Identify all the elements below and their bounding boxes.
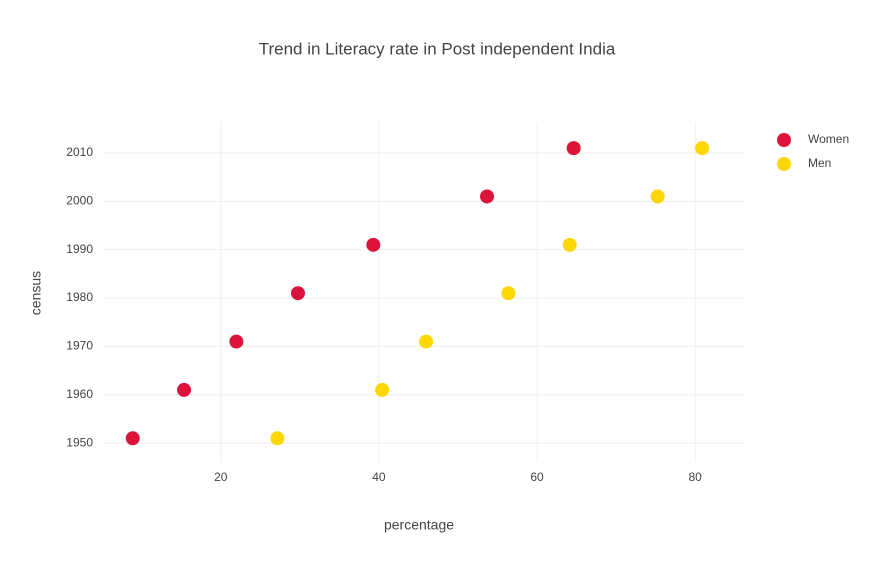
point: [375, 382, 390, 397]
legend-label: Men: [808, 156, 831, 170]
point: [419, 334, 434, 349]
point: [501, 286, 516, 301]
point: [562, 237, 577, 252]
y-tick-label: 1970: [66, 339, 93, 353]
point: [125, 431, 140, 446]
point: [480, 189, 495, 204]
y-tick-label: 2000: [66, 193, 93, 207]
y-tick-label: 1960: [66, 387, 93, 401]
y-axis-title: census: [28, 271, 44, 315]
chart-title: Trend in Literacy rate in Post independe…: [259, 39, 616, 58]
x-tick-label: 40: [372, 470, 386, 484]
point: [650, 189, 665, 204]
legend-marker: [777, 157, 791, 171]
x-tick-label: 80: [689, 470, 703, 484]
legend-label: Women: [808, 132, 849, 146]
point: [566, 141, 581, 156]
point: [270, 431, 285, 446]
point: [366, 237, 381, 252]
y-tick-label: 1990: [66, 242, 93, 256]
y-tick-label: 2010: [66, 145, 93, 159]
x-axis-title: percentage: [384, 517, 454, 533]
x-tick-label: 60: [530, 470, 544, 484]
point: [177, 382, 192, 397]
x-tick-label: 20: [214, 470, 228, 484]
y-tick-label: 1980: [66, 290, 93, 304]
point: [290, 286, 305, 301]
legend-marker: [777, 133, 791, 147]
point: [229, 334, 244, 349]
y-tick-label: 1950: [66, 435, 93, 449]
point: [695, 141, 710, 156]
